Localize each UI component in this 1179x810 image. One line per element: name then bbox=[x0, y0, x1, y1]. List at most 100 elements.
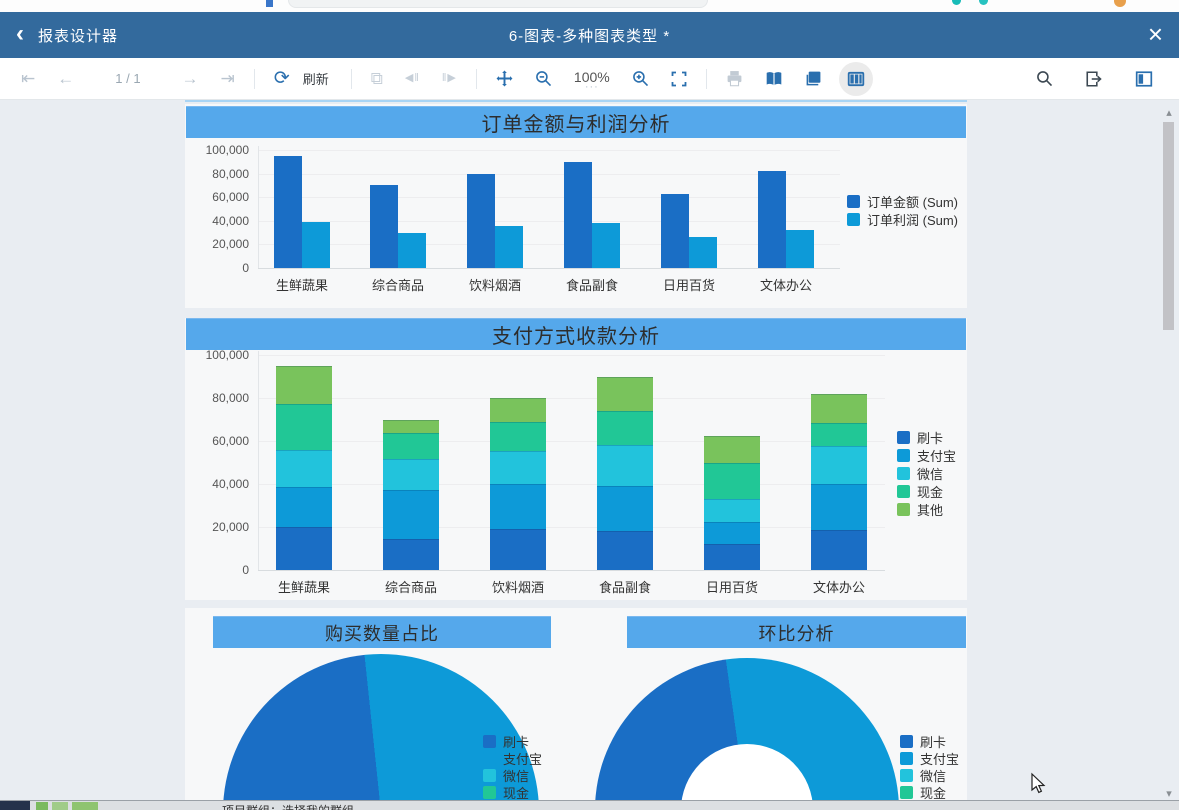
gridline bbox=[258, 150, 840, 151]
multi-column-view-button[interactable] bbox=[838, 61, 873, 96]
bar[interactable] bbox=[661, 193, 689, 268]
legend-swatch bbox=[483, 769, 496, 782]
browser-extension-icon bbox=[979, 0, 988, 5]
step-forward-icon[interactable]: ‖▶ bbox=[441, 72, 457, 84]
bar-segment[interactable] bbox=[597, 410, 653, 446]
legend-swatch bbox=[897, 431, 910, 444]
layers-view-icon[interactable] bbox=[805, 70, 822, 87]
legend-label: 现金 bbox=[503, 786, 530, 800]
bar-segment[interactable] bbox=[490, 421, 546, 451]
legend-swatch bbox=[847, 213, 860, 226]
bar-segment[interactable] bbox=[490, 398, 546, 422]
designer-title: 报表设计器 bbox=[38, 27, 119, 45]
bar[interactable] bbox=[564, 161, 592, 268]
donut-chart[interactable] bbox=[595, 658, 899, 800]
bar[interactable] bbox=[495, 226, 523, 268]
bar-segment[interactable] bbox=[597, 376, 653, 411]
bar-segment[interactable] bbox=[704, 435, 760, 463]
bar-segment[interactable] bbox=[811, 446, 867, 484]
bar[interactable] bbox=[302, 221, 330, 268]
bar[interactable] bbox=[786, 229, 814, 268]
last-page-icon[interactable]: ⇥ bbox=[220, 69, 235, 88]
x-axis-category-label: 综合商品 bbox=[384, 580, 437, 595]
bar-segment[interactable] bbox=[811, 484, 867, 531]
gridline bbox=[258, 398, 885, 399]
gridline bbox=[258, 441, 885, 442]
bar-segment[interactable] bbox=[383, 419, 439, 434]
bar[interactable] bbox=[592, 222, 620, 268]
bar[interactable] bbox=[370, 185, 398, 268]
chart-title-banner: 支付方式收款分析 bbox=[186, 318, 966, 350]
x-axis-category-label: 日用百货 bbox=[705, 580, 758, 595]
prev-page-icon[interactable]: ← bbox=[57, 69, 75, 88]
bar-segment[interactable] bbox=[811, 422, 867, 447]
scroll-up-icon[interactable]: ▴ bbox=[1166, 107, 1172, 119]
back-chevron-icon[interactable]: ‹ bbox=[16, 20, 24, 47]
bar-segment[interactable] bbox=[276, 404, 332, 450]
legend-label: 其他 bbox=[917, 503, 944, 518]
bar[interactable] bbox=[758, 171, 786, 268]
legend-item: 其他 bbox=[897, 500, 943, 519]
zoom-level-control[interactable]: 100% ··· bbox=[574, 69, 610, 93]
browser-urlbar-sliver bbox=[288, 0, 708, 8]
x-axis-category-label: 日用百货 bbox=[662, 278, 715, 293]
bar-segment[interactable] bbox=[490, 450, 546, 484]
bar-segment[interactable] bbox=[276, 449, 332, 488]
close-icon[interactable]: × bbox=[1147, 19, 1163, 49]
bar-segment[interactable] bbox=[704, 499, 760, 522]
bar-segment[interactable] bbox=[597, 445, 653, 487]
bar-segment[interactable] bbox=[811, 393, 867, 423]
y-axis-tick-label: 80,000 bbox=[212, 166, 249, 181]
bar-segment[interactable] bbox=[276, 527, 332, 570]
print-icon[interactable] bbox=[726, 70, 743, 87]
bar[interactable] bbox=[689, 236, 717, 268]
bar[interactable] bbox=[467, 173, 495, 268]
bar-segment[interactable] bbox=[383, 538, 439, 570]
search-icon[interactable] bbox=[1036, 70, 1053, 87]
legend-label: 刷卡 bbox=[503, 735, 530, 750]
bar-segment[interactable] bbox=[490, 484, 546, 530]
bar-segment[interactable] bbox=[704, 462, 760, 500]
scroll-down-icon[interactable]: ▾ bbox=[1166, 788, 1172, 800]
panel-toggle-icon[interactable] bbox=[1135, 70, 1153, 88]
step-backward-icon[interactable]: ◀‖ bbox=[404, 72, 420, 84]
bar-segment[interactable] bbox=[383, 459, 439, 491]
legend-swatch bbox=[897, 485, 910, 498]
bar-segment[interactable] bbox=[597, 486, 653, 532]
legend-item: 支付宝 bbox=[900, 749, 959, 768]
bar-segment[interactable] bbox=[597, 531, 653, 570]
bar-segment[interactable] bbox=[276, 487, 332, 527]
refresh-button[interactable]: 刷新 bbox=[302, 72, 329, 87]
next-page-icon[interactable]: → bbox=[181, 69, 199, 88]
legend-swatch bbox=[897, 449, 910, 462]
legend-label: 刷卡 bbox=[917, 431, 944, 446]
fullscreen-icon[interactable] bbox=[671, 71, 687, 87]
zoom-out-icon[interactable] bbox=[535, 70, 552, 87]
zoom-menu-dots-icon: ··· bbox=[584, 80, 599, 93]
y-axis-tick-label: 100,000 bbox=[205, 143, 249, 157]
bar-segment[interactable] bbox=[811, 530, 867, 570]
bar-segment[interactable] bbox=[276, 365, 332, 405]
x-axis-category-label: 生鲜蔬果 bbox=[275, 278, 328, 293]
x-axis-category-label: 生鲜蔬果 bbox=[277, 580, 330, 595]
book-view-icon[interactable] bbox=[765, 70, 783, 88]
bar-segment[interactable] bbox=[383, 433, 439, 460]
y-axis-line bbox=[258, 351, 259, 570]
gridline bbox=[258, 484, 885, 485]
zoom-in-icon[interactable] bbox=[632, 70, 649, 87]
scrollbar-thumb[interactable] bbox=[1163, 122, 1174, 330]
bar[interactable] bbox=[274, 155, 302, 268]
refresh-icon[interactable]: ⟳ bbox=[273, 68, 290, 89]
bar-segment[interactable] bbox=[704, 521, 760, 545]
stacked-bar-plot: 100,000 80,000 60,000 40,000 20,000 0 生鲜蔬果 综合商品… bbox=[185, 348, 967, 600]
legend-item: 微信 bbox=[483, 766, 529, 785]
pan-tool-icon[interactable] bbox=[496, 70, 513, 87]
bar-segment[interactable] bbox=[704, 544, 760, 570]
toolbar-divider bbox=[253, 68, 255, 89]
bar-segment[interactable] bbox=[490, 529, 546, 570]
bar[interactable] bbox=[398, 232, 426, 268]
bar-segment[interactable] bbox=[383, 490, 439, 539]
duplicate-page-icon[interactable]: ⧉ bbox=[370, 69, 383, 88]
export-icon[interactable] bbox=[1085, 70, 1103, 88]
first-page-icon[interactable]: ⇤ bbox=[21, 69, 36, 88]
